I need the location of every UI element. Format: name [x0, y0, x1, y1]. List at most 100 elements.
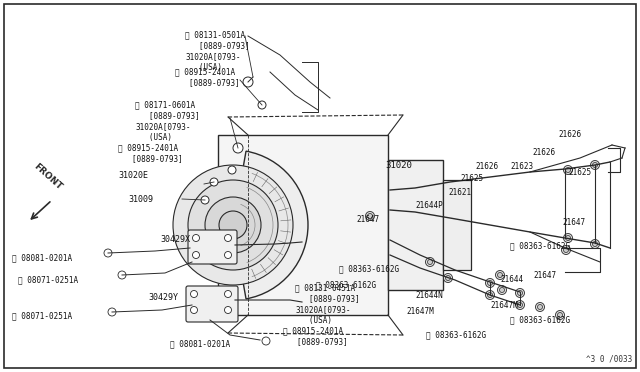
Text: 21626: 21626 [475, 162, 498, 171]
Circle shape [499, 288, 504, 292]
Circle shape [536, 302, 545, 311]
FancyBboxPatch shape [186, 286, 238, 322]
Circle shape [497, 273, 502, 278]
Text: Ⓑ 08171-0601A
   [0889-0793]
31020A[0793-
   (USA): Ⓑ 08171-0601A [0889-0793] 31020A[0793- (… [135, 100, 200, 142]
Text: Ⓢ 08363-6162G: Ⓢ 08363-6162G [426, 330, 486, 339]
Circle shape [488, 280, 493, 285]
Circle shape [193, 234, 200, 241]
Text: 31009: 31009 [128, 195, 153, 204]
Text: 21626: 21626 [532, 148, 555, 157]
Circle shape [428, 260, 433, 264]
Circle shape [191, 307, 198, 314]
Circle shape [563, 166, 573, 174]
Text: 31020E: 31020E [118, 171, 148, 180]
Circle shape [593, 241, 598, 247]
Circle shape [225, 307, 232, 314]
Text: 21647: 21647 [562, 218, 585, 227]
Text: Ⓢ 08363-6162G: Ⓢ 08363-6162G [316, 280, 376, 289]
Bar [388, 160, 443, 290]
Text: 30429X: 30429X [160, 235, 190, 244]
Text: Ⓑ 08071-0251A: Ⓑ 08071-0251A [12, 311, 72, 320]
Circle shape [593, 163, 598, 167]
Circle shape [488, 292, 493, 298]
Circle shape [445, 276, 451, 280]
Circle shape [518, 302, 522, 308]
FancyBboxPatch shape [188, 230, 237, 264]
Circle shape [538, 305, 543, 310]
Text: Ⓑ 08081-0201A: Ⓑ 08081-0201A [12, 253, 72, 262]
Circle shape [104, 249, 112, 257]
Circle shape [173, 165, 293, 285]
Circle shape [566, 235, 570, 241]
Circle shape [515, 289, 525, 298]
Text: Ⓜ 08915-2401A
   [0889-0793]: Ⓜ 08915-2401A [0889-0793] [118, 143, 183, 163]
Text: 21647: 21647 [356, 215, 379, 224]
Text: 21621: 21621 [448, 188, 471, 197]
Text: FRONT: FRONT [32, 162, 64, 192]
Wedge shape [233, 151, 308, 299]
Circle shape [118, 271, 126, 279]
Text: 21625: 21625 [568, 168, 591, 177]
Circle shape [367, 214, 372, 218]
Circle shape [188, 180, 278, 270]
Circle shape [486, 291, 495, 299]
Circle shape [205, 197, 261, 253]
Circle shape [193, 251, 200, 259]
Circle shape [262, 337, 270, 345]
Circle shape [566, 167, 570, 173]
Text: 21623: 21623 [510, 162, 533, 171]
Circle shape [365, 212, 374, 221]
Circle shape [495, 270, 504, 279]
Circle shape [591, 160, 600, 170]
Circle shape [426, 257, 435, 266]
Text: 30429Y: 30429Y [148, 293, 178, 302]
Circle shape [225, 251, 232, 259]
Circle shape [191, 291, 198, 298]
Text: 31020: 31020 [385, 161, 412, 170]
Bar [443, 180, 471, 270]
Text: Ⓜ 08915-2401A
   [0889-0793]: Ⓜ 08915-2401A [0889-0793] [283, 326, 348, 346]
Circle shape [515, 301, 525, 310]
Circle shape [228, 166, 236, 174]
Text: ^3 0 /0033: ^3 0 /0033 [586, 355, 632, 364]
Circle shape [219, 211, 247, 239]
Circle shape [258, 101, 266, 109]
Text: Ⓜ 08915-2401A
   [0889-0793]: Ⓜ 08915-2401A [0889-0793] [175, 67, 240, 87]
Circle shape [563, 234, 573, 243]
Text: 21644: 21644 [500, 275, 523, 284]
Text: Ⓢ 08363-6162G: Ⓢ 08363-6162G [510, 241, 570, 250]
Text: 21647M: 21647M [490, 301, 518, 310]
Text: 21626: 21626 [558, 130, 581, 139]
Circle shape [561, 246, 570, 254]
Circle shape [210, 178, 218, 186]
Circle shape [444, 273, 452, 282]
Circle shape [225, 234, 232, 241]
Text: Ⓢ 08363-6162G: Ⓢ 08363-6162G [510, 315, 570, 324]
Circle shape [556, 311, 564, 320]
Text: 21644P: 21644P [415, 201, 443, 210]
Circle shape [557, 312, 563, 317]
Text: 21647M: 21647M [406, 307, 434, 316]
Circle shape [201, 196, 209, 204]
Bar [218, 135, 388, 315]
Text: Ⓑ 08081-0201A: Ⓑ 08081-0201A [170, 339, 230, 348]
Text: Ⓢ 08363-6162G: Ⓢ 08363-6162G [339, 264, 399, 273]
Circle shape [518, 291, 522, 295]
Text: 21647: 21647 [533, 271, 556, 280]
Circle shape [233, 143, 243, 153]
Circle shape [563, 247, 568, 253]
Text: Ⓑ 08071-0251A: Ⓑ 08071-0251A [18, 275, 78, 284]
Text: 21625: 21625 [460, 174, 483, 183]
Circle shape [225, 291, 232, 298]
Text: Ⓑ 08131-0501A
   [0889-0793]
31020A[0793-
   (USA): Ⓑ 08131-0501A [0889-0793] 31020A[0793- (… [185, 30, 250, 72]
Circle shape [591, 240, 600, 248]
Circle shape [108, 308, 116, 316]
Circle shape [497, 285, 506, 295]
Circle shape [243, 77, 253, 87]
Circle shape [486, 279, 495, 288]
Text: 21644N: 21644N [415, 291, 443, 300]
Text: Ⓑ 08131-0451A
   [0889-0793]
31020A[0793-
   (USA): Ⓑ 08131-0451A [0889-0793] 31020A[0793- (… [295, 283, 360, 325]
